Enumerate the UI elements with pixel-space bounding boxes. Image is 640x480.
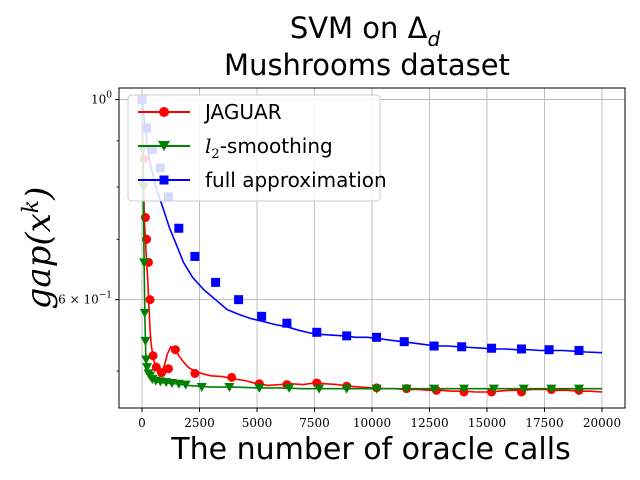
x-tick-label: 15000 xyxy=(468,416,506,430)
data-point xyxy=(341,384,352,394)
data-point xyxy=(163,364,173,374)
y-axis-label-sup: k xyxy=(19,200,44,213)
data-point xyxy=(227,372,237,382)
legend-entry-jaguar: JAGUAR xyxy=(138,100,282,124)
y-tick-label: 6 × 10−1 xyxy=(58,291,112,307)
data-point xyxy=(546,384,557,394)
data-point xyxy=(342,331,352,341)
legend-entry-l2-smoothing: l2-smoothing xyxy=(138,134,333,162)
x-axis-label: The number of oracle calls xyxy=(170,432,570,467)
legend-label-l2-rest: -smoothing xyxy=(220,134,333,158)
data-point xyxy=(314,384,325,394)
data-point xyxy=(401,384,412,394)
data-point xyxy=(166,378,177,388)
x-tick-label: 20000 xyxy=(583,416,621,430)
data-point xyxy=(148,351,158,361)
x-tick-label: 7500 xyxy=(299,416,330,430)
ytick-layer: 100 6 × 10−1 xyxy=(58,91,119,372)
data-point xyxy=(145,295,155,305)
legend-marker-jaguar xyxy=(159,107,169,117)
chart-title-main: SVM on Δ xyxy=(290,11,428,45)
legend-label-jaguar: JAGUAR xyxy=(203,100,282,124)
series-full-approximation xyxy=(137,95,603,355)
data-point xyxy=(139,258,150,268)
data-point xyxy=(517,344,526,354)
series-l2-smoothing xyxy=(137,99,602,394)
data-point xyxy=(372,332,382,342)
y-axis-label: gap(xk) xyxy=(19,187,59,310)
x-tick-label: 10000 xyxy=(353,416,391,430)
x-tick-label: 12500 xyxy=(410,416,448,430)
data-point xyxy=(429,384,440,394)
x-tick-label: 17500 xyxy=(525,416,563,430)
legend-label-full-approximation: full approximation xyxy=(205,168,387,192)
data-point xyxy=(140,213,150,223)
legend-entry-full-approximation: full approximation xyxy=(138,168,387,192)
data-point xyxy=(488,384,499,394)
legend: JAGUAR l2-smoothing full approximation xyxy=(127,94,387,202)
legend-label-l2-main: l xyxy=(205,134,211,158)
y-axis-label-close: ) xyxy=(19,187,59,201)
data-point xyxy=(170,345,180,355)
data-point xyxy=(157,368,167,378)
data-point xyxy=(457,342,467,352)
legend-marker-full-approximation xyxy=(159,175,169,185)
data-point xyxy=(459,384,469,394)
data-point xyxy=(284,383,295,393)
data-point xyxy=(282,318,292,328)
data-point xyxy=(142,363,153,373)
data-point xyxy=(312,327,322,337)
chart-title-line1: SVM on Δd xyxy=(290,11,441,51)
data-point xyxy=(173,379,184,389)
chart-title-line2: Mushrooms dataset xyxy=(224,48,510,82)
data-point xyxy=(140,336,151,346)
legend-box xyxy=(127,94,381,202)
chart-title-sub: d xyxy=(427,27,440,51)
x-tick-label: 2500 xyxy=(184,416,215,430)
data-point xyxy=(190,368,200,378)
data-point xyxy=(574,384,584,394)
data-point xyxy=(257,311,267,321)
data-point xyxy=(234,295,244,305)
xtick-layer: 0 2500 5000 7500 10000 12500 15000 17500 20000 xyxy=(138,408,621,430)
series-layer xyxy=(137,95,603,397)
data-point xyxy=(254,383,265,393)
data-point xyxy=(211,277,221,287)
legend-label-l2-sub: 2 xyxy=(211,147,219,162)
data-point xyxy=(139,308,150,318)
y-tick-label: 100 xyxy=(91,91,112,107)
data-point xyxy=(544,345,554,355)
legend-marker-l2-smoothing xyxy=(158,141,170,151)
y-axis-label-main: gap(x xyxy=(19,213,59,309)
data-point xyxy=(141,355,152,365)
data-point xyxy=(174,223,184,233)
data-point xyxy=(371,384,382,394)
data-point xyxy=(196,383,207,393)
data-point xyxy=(399,337,409,347)
x-tick-label: 0 xyxy=(138,416,146,430)
data-point xyxy=(574,345,584,355)
legend-label-l2-smoothing: l2-smoothing xyxy=(205,134,333,162)
data-point xyxy=(224,383,235,393)
data-point xyxy=(429,341,439,351)
x-tick-label: 5000 xyxy=(242,416,273,430)
data-point xyxy=(518,384,529,394)
data-point xyxy=(487,343,497,353)
data-point xyxy=(180,380,191,390)
data-point xyxy=(190,251,200,261)
